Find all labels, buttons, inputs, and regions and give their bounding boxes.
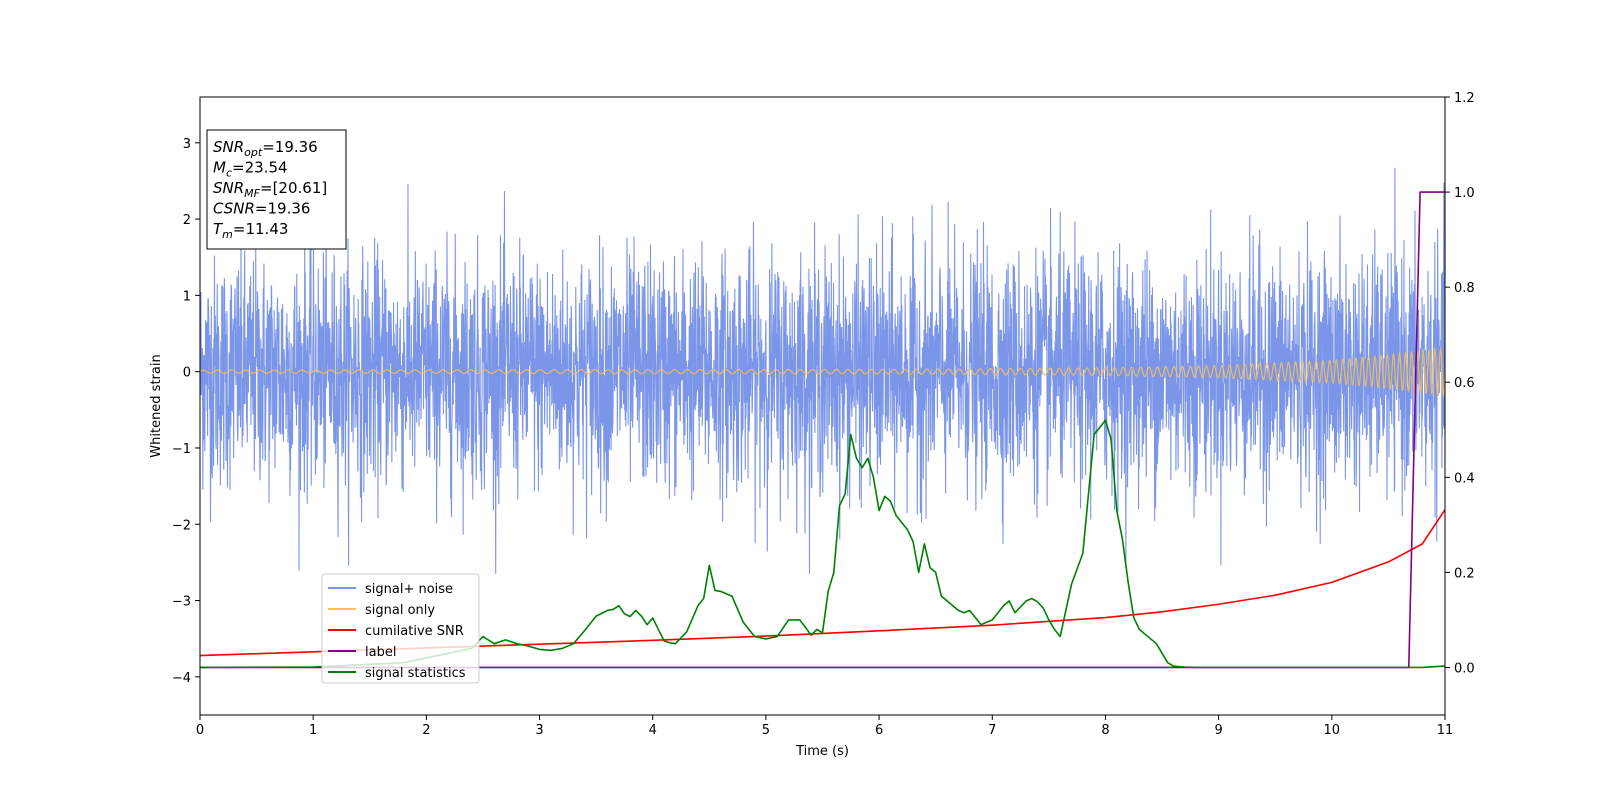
- info-line: CSNR=19.36: [213, 200, 310, 218]
- y-tick-label-right: 0.0: [1454, 661, 1475, 676]
- y-tick-label-left: −2: [172, 518, 191, 533]
- info-symbol: M: [213, 159, 226, 177]
- y-tick-label-right: 1.0: [1454, 186, 1475, 201]
- x-tick-label: 2: [422, 723, 430, 738]
- x-tick-label: 8: [1101, 723, 1109, 738]
- info-value: =11.43: [233, 220, 289, 238]
- legend: signal+ noise signal only cumilative SNR la…: [321, 573, 480, 684]
- info-value: =19.36: [255, 200, 311, 218]
- x-tick-label: 4: [649, 723, 657, 738]
- info-line: Mc=23.54: [213, 159, 288, 180]
- legend-label-cumilative-snr: cumilative SNR: [365, 624, 464, 639]
- info-box: SNRopt=19.36Mc=23.54SNRMF=[20.61]CSNR=19…: [206, 129, 347, 250]
- x-tick-label: 11: [1437, 723, 1454, 738]
- y-axis-label-left: Whitened strain: [149, 354, 164, 457]
- info-value: =19.36: [262, 138, 318, 156]
- axes-layer: 0 1 2 3 4 5 6 7 8 9 10 11 −4 −3 −2 −1 0 1 2 3 0.0 0.2 0.4 0.6 0.…: [172, 91, 1475, 738]
- x-tick-label: 9: [1214, 723, 1222, 738]
- series-signal-statistics-line: [200, 419, 1445, 669]
- y-tick-label-left: −3: [172, 595, 191, 610]
- info-value: =23.54: [232, 159, 288, 177]
- y-tick-label-left: −1: [172, 442, 191, 457]
- x-tick-label: 7: [988, 723, 996, 738]
- series-label-line: [200, 191, 1445, 669]
- x-tick-label: 6: [875, 723, 883, 738]
- info-subscript: c: [226, 167, 232, 180]
- info-symbol: SNR: [213, 138, 244, 156]
- x-tick-label: 5: [762, 723, 770, 738]
- y-tick-label-left: 1: [183, 289, 191, 304]
- info-subscript: opt: [244, 146, 263, 159]
- legend-label-signal-only: signal only: [365, 603, 435, 618]
- y-tick-label-right: 0.8: [1454, 281, 1475, 296]
- info-line: SNRMF=[20.61]: [213, 179, 327, 200]
- plot-frame: [199, 96, 1446, 716]
- y-tick-label-right: 0.2: [1454, 566, 1475, 581]
- info-box-frame: [206, 129, 347, 250]
- series-signal-noise-line: [200, 167, 1445, 574]
- y-tick-label-left: 2: [183, 213, 191, 228]
- x-tick-label: 1: [309, 723, 317, 738]
- y-tick-label-left: −4: [172, 671, 191, 686]
- y-tick-label-left: 0: [183, 366, 191, 381]
- info-symbol: T: [213, 220, 224, 238]
- legend-label-signal-statistics: signal statistics: [365, 666, 466, 681]
- y-tick-label-right: 0.4: [1454, 471, 1475, 486]
- info-line: SNRopt=19.36: [213, 138, 318, 159]
- series-layer: [200, 167, 1445, 669]
- y-tick-label-left: 3: [183, 137, 191, 152]
- info-symbol: SNR: [213, 179, 244, 197]
- info-subscript: m: [222, 228, 233, 241]
- legend-frame: [321, 573, 480, 684]
- y-tick-label-right: 0.6: [1454, 376, 1475, 391]
- legend-label-signal-noise: signal+ noise: [365, 582, 453, 597]
- x-tick-label: 10: [1324, 723, 1341, 738]
- x-axis-label: Time (s): [795, 744, 849, 759]
- info-subscript: MF: [244, 187, 260, 200]
- y-tick-label-right: 1.2: [1454, 91, 1475, 106]
- series-signal-only-line: [200, 346, 1445, 398]
- info-line: Tm=11.43: [213, 220, 288, 241]
- x-tick-label: 0: [196, 723, 204, 738]
- legend-label-label: label: [365, 645, 396, 660]
- x-tick-label: 3: [535, 723, 543, 738]
- info-symbol: CSNR: [213, 200, 255, 218]
- info-value: =[20.61]: [260, 179, 327, 197]
